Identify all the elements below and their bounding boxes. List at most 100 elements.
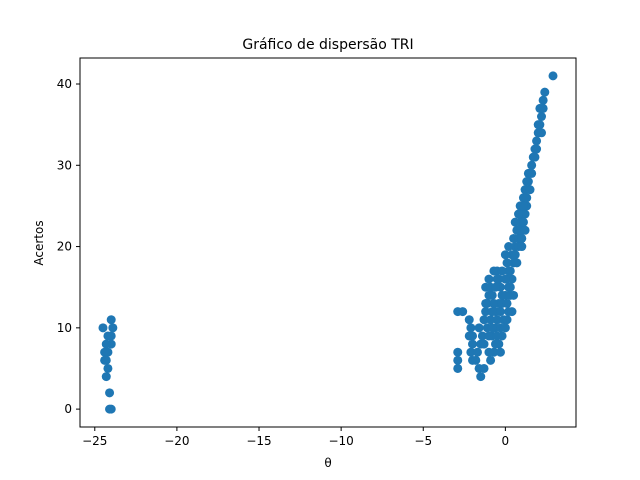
data-point <box>101 339 111 349</box>
x-tick-label: −15 <box>246 434 271 448</box>
data-point <box>105 388 115 398</box>
data-point <box>517 233 527 243</box>
data-point <box>464 331 474 341</box>
data-point <box>520 225 530 235</box>
chart-title: Gráfico de dispersão TRI <box>242 37 413 53</box>
data-point <box>505 282 515 292</box>
data-point <box>474 323 484 333</box>
data-point <box>481 298 491 308</box>
data-point <box>495 347 505 357</box>
data-point <box>484 274 494 284</box>
data-point <box>530 152 540 162</box>
data-point <box>518 201 528 211</box>
data-point <box>525 185 535 195</box>
data-point <box>502 315 512 325</box>
data-point <box>512 258 522 268</box>
data-point <box>484 290 494 300</box>
data-point <box>106 404 116 414</box>
data-point <box>106 331 116 341</box>
data-point <box>484 331 494 341</box>
data-point <box>537 112 547 122</box>
data-point <box>472 347 482 357</box>
data-point <box>497 266 507 276</box>
data-point <box>98 323 108 333</box>
data-point <box>484 347 494 357</box>
data-point <box>453 347 463 357</box>
data-point <box>487 323 497 333</box>
data-point <box>103 363 113 373</box>
data-point <box>538 95 548 105</box>
data-point <box>509 290 519 300</box>
points-layer <box>98 71 558 414</box>
data-point <box>548 71 558 81</box>
data-point <box>101 372 111 382</box>
data-point <box>504 242 514 252</box>
data-point <box>507 307 517 317</box>
data-point <box>538 103 548 113</box>
data-point <box>486 315 496 325</box>
data-point <box>532 144 542 154</box>
y-axis-title: Acertos <box>32 220 46 265</box>
data-point <box>471 355 481 365</box>
data-point <box>101 355 111 365</box>
data-point <box>108 323 118 333</box>
y-axis-ticks: 0 10 20 30 40 <box>57 77 80 416</box>
data-point <box>522 177 532 187</box>
data-point <box>479 315 489 325</box>
data-point <box>517 242 527 252</box>
data-point <box>500 323 510 333</box>
data-point <box>527 160 537 170</box>
plot-frame <box>79 57 577 428</box>
x-axis-title: θ <box>324 456 331 470</box>
y-tick-label: 0 <box>64 402 72 416</box>
data-point <box>495 307 505 317</box>
data-point <box>540 87 550 97</box>
data-point <box>103 347 113 357</box>
data-point <box>453 355 463 365</box>
data-point <box>537 128 547 138</box>
data-point <box>479 339 489 349</box>
data-point <box>502 258 512 268</box>
data-point <box>489 298 499 308</box>
y-tick-label: 10 <box>57 321 72 335</box>
data-point <box>491 339 501 349</box>
data-point <box>479 363 489 373</box>
x-tick-label: −20 <box>164 434 189 448</box>
x-tick-label: −25 <box>82 434 107 448</box>
data-point <box>492 331 502 341</box>
data-point <box>491 282 501 292</box>
data-point <box>500 274 510 284</box>
data-point <box>481 307 491 317</box>
data-point <box>520 209 530 219</box>
data-point <box>510 217 520 227</box>
data-point <box>500 250 510 260</box>
y-tick-label: 40 <box>57 77 72 91</box>
x-tick-label: −5 <box>414 434 432 448</box>
x-axis-ticks: −25 −20 −15 −10 −5 0 <box>82 427 509 448</box>
data-point <box>486 355 496 365</box>
data-point <box>522 193 532 203</box>
data-point <box>527 168 537 178</box>
y-tick-label: 20 <box>57 240 72 254</box>
data-point <box>476 372 486 382</box>
x-tick-label: −10 <box>328 434 353 448</box>
data-point <box>487 307 497 317</box>
data-point <box>518 217 528 227</box>
data-point <box>477 331 487 341</box>
data-point <box>453 363 463 373</box>
data-point <box>502 298 512 308</box>
data-point <box>106 315 116 325</box>
data-point <box>464 315 474 325</box>
data-point <box>510 250 520 260</box>
data-point <box>466 323 476 333</box>
data-point <box>468 339 478 349</box>
data-point <box>492 274 502 284</box>
data-point <box>532 136 542 146</box>
data-point <box>533 120 543 130</box>
x-tick-label: 0 <box>502 434 510 448</box>
data-point <box>466 347 476 357</box>
data-point <box>458 307 468 317</box>
data-point <box>492 315 502 325</box>
